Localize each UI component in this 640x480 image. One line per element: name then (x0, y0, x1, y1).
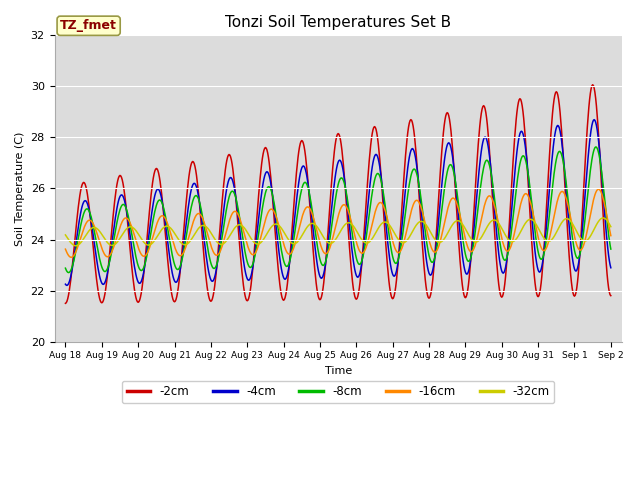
-8cm (607, 246, 614, 252)
-8cm (330, 204, 338, 209)
-8cm (437, 212, 445, 218)
-16cm (330, 228, 338, 234)
-4cm (182, 224, 189, 229)
-4cm (383, 236, 391, 242)
-32cm (182, 242, 189, 248)
-32cm (205, 228, 213, 233)
-32cm (330, 238, 338, 244)
-4cm (63, 283, 71, 288)
-8cm (383, 220, 391, 226)
-32cm (61, 232, 69, 238)
-16cm (68, 254, 76, 260)
-2cm (61, 300, 69, 306)
-32cm (607, 224, 614, 229)
-2cm (330, 156, 337, 161)
Line: -32cm: -32cm (65, 218, 611, 246)
-32cm (437, 239, 445, 245)
-4cm (437, 189, 445, 195)
-16cm (182, 244, 189, 250)
-2cm (557, 118, 564, 124)
-2cm (607, 293, 614, 299)
-8cm (61, 265, 69, 271)
X-axis label: Time: Time (324, 366, 352, 376)
Line: -2cm: -2cm (65, 85, 611, 303)
Line: -4cm: -4cm (65, 120, 611, 286)
-8cm (592, 144, 600, 150)
-16cm (61, 246, 69, 252)
-32cm (383, 220, 391, 226)
-8cm (65, 270, 72, 276)
-4cm (557, 138, 565, 144)
Text: TZ_fmet: TZ_fmet (60, 19, 117, 32)
-2cm (383, 252, 390, 258)
-16cm (437, 235, 445, 240)
Title: Tonzi Soil Temperatures Set B: Tonzi Soil Temperatures Set B (225, 15, 451, 30)
-16cm (607, 233, 614, 239)
-8cm (182, 236, 189, 241)
-32cm (72, 243, 80, 249)
-32cm (557, 220, 565, 226)
Legend: -2cm, -4cm, -8cm, -16cm, -32cm: -2cm, -4cm, -8cm, -16cm, -32cm (122, 381, 554, 403)
-2cm (205, 293, 212, 299)
-2cm (589, 82, 596, 88)
-4cm (61, 281, 69, 287)
-32cm (600, 215, 607, 221)
-4cm (607, 265, 614, 271)
-8cm (557, 152, 565, 157)
-4cm (330, 180, 338, 186)
-16cm (383, 216, 391, 222)
-16cm (595, 186, 602, 192)
-4cm (590, 117, 598, 122)
Y-axis label: Soil Temperature (C): Soil Temperature (C) (15, 131, 25, 246)
Line: -16cm: -16cm (65, 189, 611, 257)
-2cm (436, 168, 444, 174)
-16cm (205, 238, 213, 243)
Line: -8cm: -8cm (65, 147, 611, 273)
-4cm (205, 272, 213, 278)
-2cm (181, 212, 189, 217)
-16cm (557, 189, 565, 194)
-8cm (205, 254, 213, 260)
